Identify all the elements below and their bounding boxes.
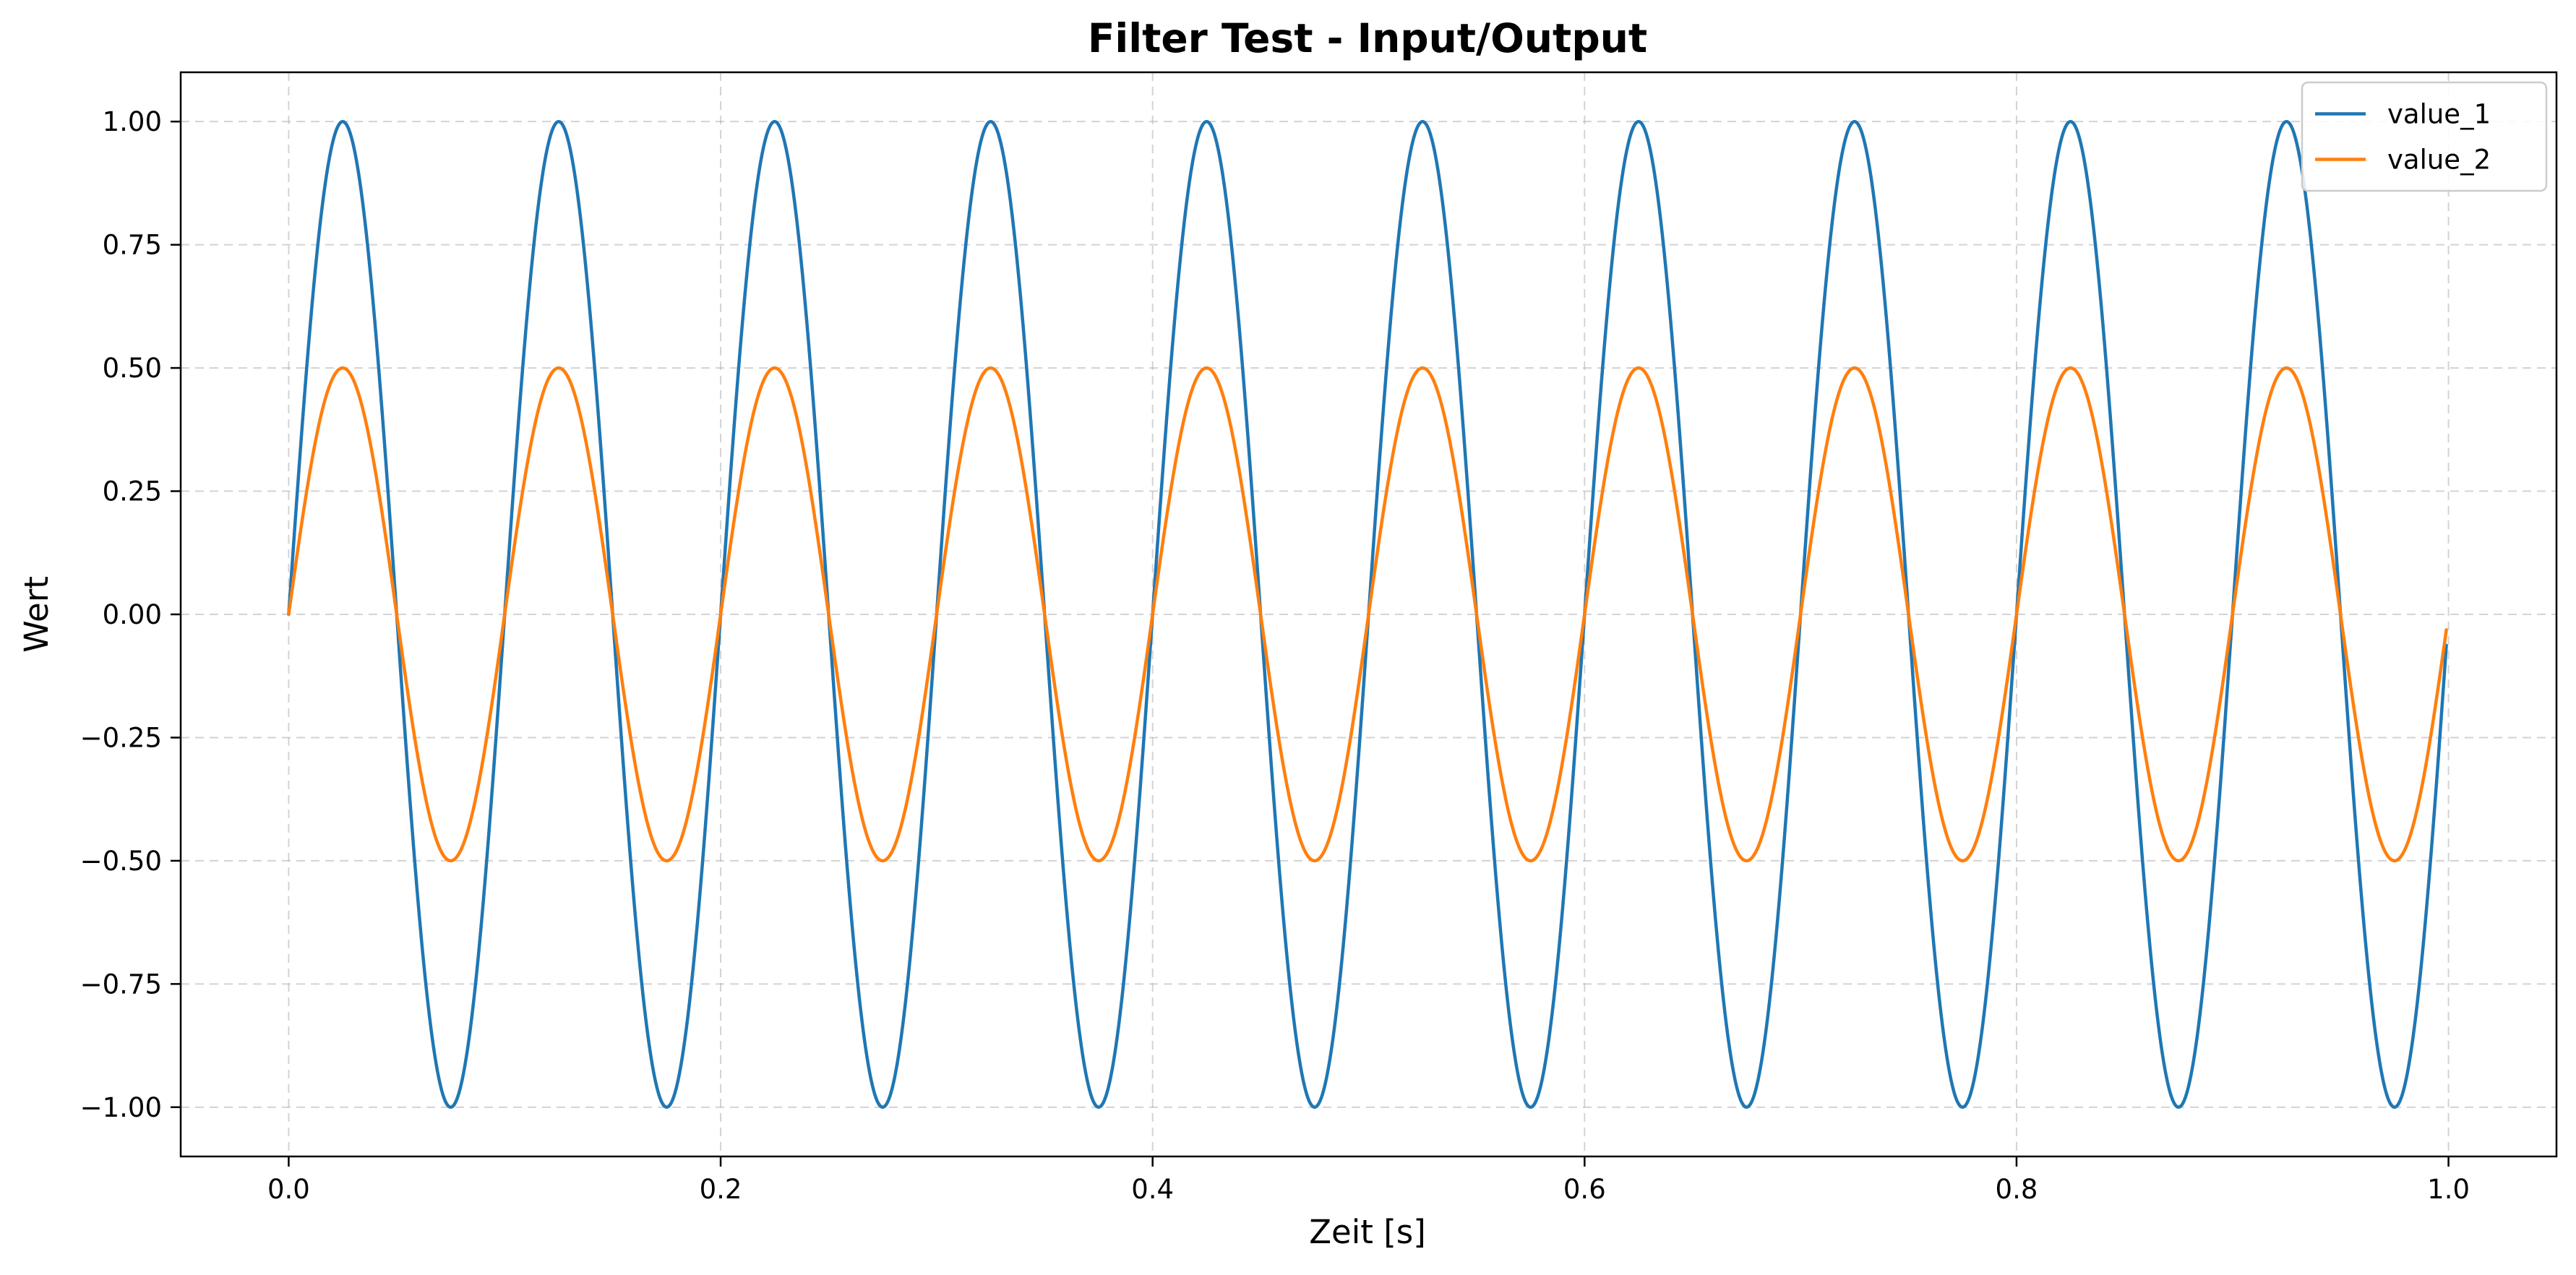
x-tick-label: 1.0 [2427, 1174, 2470, 1205]
legend: value_1 value_2 [2301, 81, 2548, 192]
y-tick-label: −0.25 [80, 722, 162, 753]
grid-lines [181, 72, 2556, 1156]
y-tick-label: 0.00 [103, 599, 162, 630]
y-axis-ticks: 1.00 0.75 0.50 0.25 0.00 −0.25 −0.50 −0.75 −1.00 [80, 106, 181, 1123]
y-tick-label: −1.00 [80, 1092, 162, 1123]
y-axis-label: Wert [17, 576, 56, 653]
y-tick-label: 0.50 [103, 353, 162, 384]
y-tick-label: −0.75 [80, 969, 162, 1000]
x-tick-label: 0.0 [267, 1174, 310, 1205]
x-tick-label: 0.4 [1131, 1174, 1174, 1205]
x-tick-label: 0.8 [1996, 1174, 2038, 1205]
y-tick-label: −0.50 [80, 846, 162, 877]
x-axis-label: Zeit [s] [1309, 1213, 1426, 1251]
legend-box [2301, 81, 2548, 192]
legend-label: value_2 [2387, 145, 2491, 176]
x-tick-label: 0.6 [1563, 1174, 1606, 1205]
x-tick-label: 0.2 [700, 1174, 742, 1205]
series-line-value_2 [287, 366, 2448, 863]
chart-title: Filter Test - Input/Output [1088, 15, 1647, 61]
y-tick-label: 1.00 [103, 106, 162, 137]
x-axis-ticks: 0.0 0.2 0.4 0.6 0.8 1.0 [267, 1156, 2470, 1205]
y-tick-label: 0.25 [103, 476, 162, 507]
y-tick-label: 0.75 [103, 230, 162, 261]
series-lines [287, 119, 2448, 1109]
legend-label: value_1 [2387, 99, 2491, 130]
